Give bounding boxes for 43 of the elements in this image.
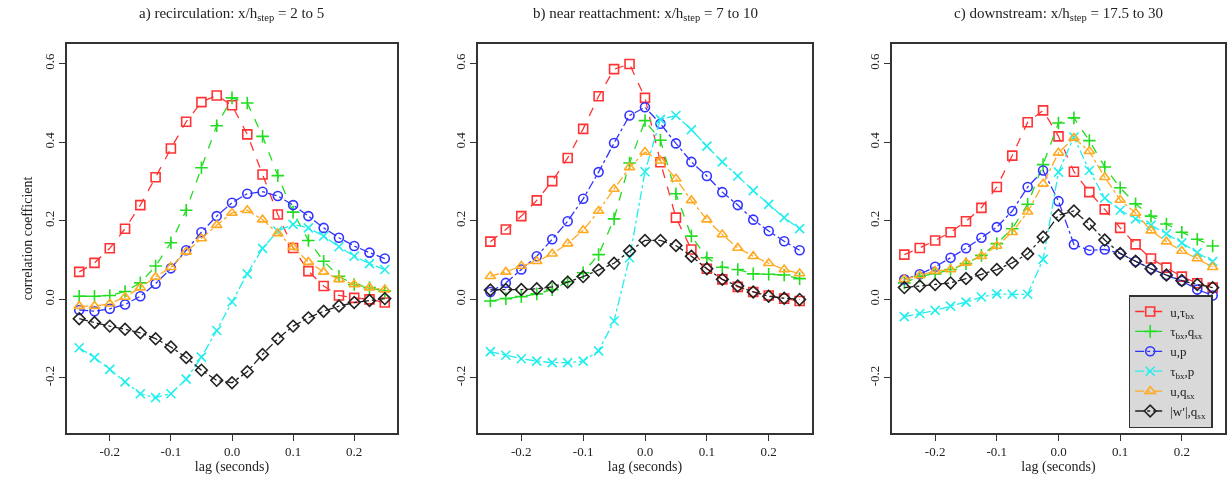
x-axis-title: lag (seconds) <box>607 459 683 476</box>
y-axis-title: correlation coefficient <box>20 176 36 301</box>
y-tick-label: 0.4 <box>867 131 883 149</box>
x-tick-label: -0.2 <box>511 444 532 460</box>
y-tick-label: 0.2 <box>42 210 58 227</box>
y-tick-label: 0.0 <box>453 289 469 306</box>
x-tick-label: 0.2 <box>346 444 363 460</box>
y-tick-label: -0.2 <box>867 365 883 387</box>
legend-label: u,q$_{sx}$ <box>1170 384 1195 401</box>
y-tick-label: 0.0 <box>42 289 58 306</box>
x-tick-label: 0.1 <box>1112 444 1129 460</box>
x-tick-label: -0.1 <box>572 444 594 460</box>
chart-title: a) recirculation: x/h$_{step}$ = 2 to 5 <box>139 5 325 24</box>
y-tick-label: 0.2 <box>867 210 883 227</box>
y-tick-label: 0.2 <box>453 210 469 227</box>
legend-label: τ$_{bx}$,p <box>1170 364 1195 381</box>
y-tick-label: -0.2 <box>42 365 58 387</box>
chart-title: b) near reattachment: x/h$_{step}$ = 7 to 10 <box>533 5 758 24</box>
y-tick-label: 0.4 <box>453 131 469 149</box>
x-tick-label: 0.0 <box>223 444 241 460</box>
x-axis-title: lag (seconds) <box>1021 459 1096 476</box>
x-tick-label: 0.2 <box>1173 444 1190 460</box>
legend-label: u,p <box>1170 344 1187 360</box>
x-tick-label: -0.2 <box>924 444 946 460</box>
legend-label: τ$_{bx}$,q$_{sx}$ <box>1170 324 1203 342</box>
chart-title: c) downstream: x/h$_{step}$ = 17.5 to 30 <box>954 5 1164 24</box>
y-tick-label: 0.4 <box>42 131 58 149</box>
y-tick-label: 0.0 <box>867 289 883 306</box>
x-tick-label: 0.1 <box>698 444 715 460</box>
x-tick-label: -0.1 <box>986 444 1008 460</box>
y-tick-label: 0.6 <box>42 53 58 70</box>
x-tick-label: 0.0 <box>636 444 654 460</box>
x-tick-label: -0.1 <box>160 444 182 460</box>
y-tick-label: 0.6 <box>453 53 469 70</box>
y-tick-label: 0.6 <box>867 53 883 70</box>
legend-label: u,τ$_{bx}$ <box>1170 304 1195 322</box>
x-tick-label: 0.1 <box>284 444 302 460</box>
y-tick-label: -0.2 <box>453 365 469 387</box>
x-axis-title: lag (seconds) <box>194 459 270 476</box>
x-tick-label: 0.2 <box>760 444 777 460</box>
legend-label: |w′|,q$_{sx}$ <box>1170 404 1206 421</box>
x-tick-label: 0.0 <box>1050 444 1067 460</box>
x-tick-label: -0.2 <box>99 444 121 460</box>
